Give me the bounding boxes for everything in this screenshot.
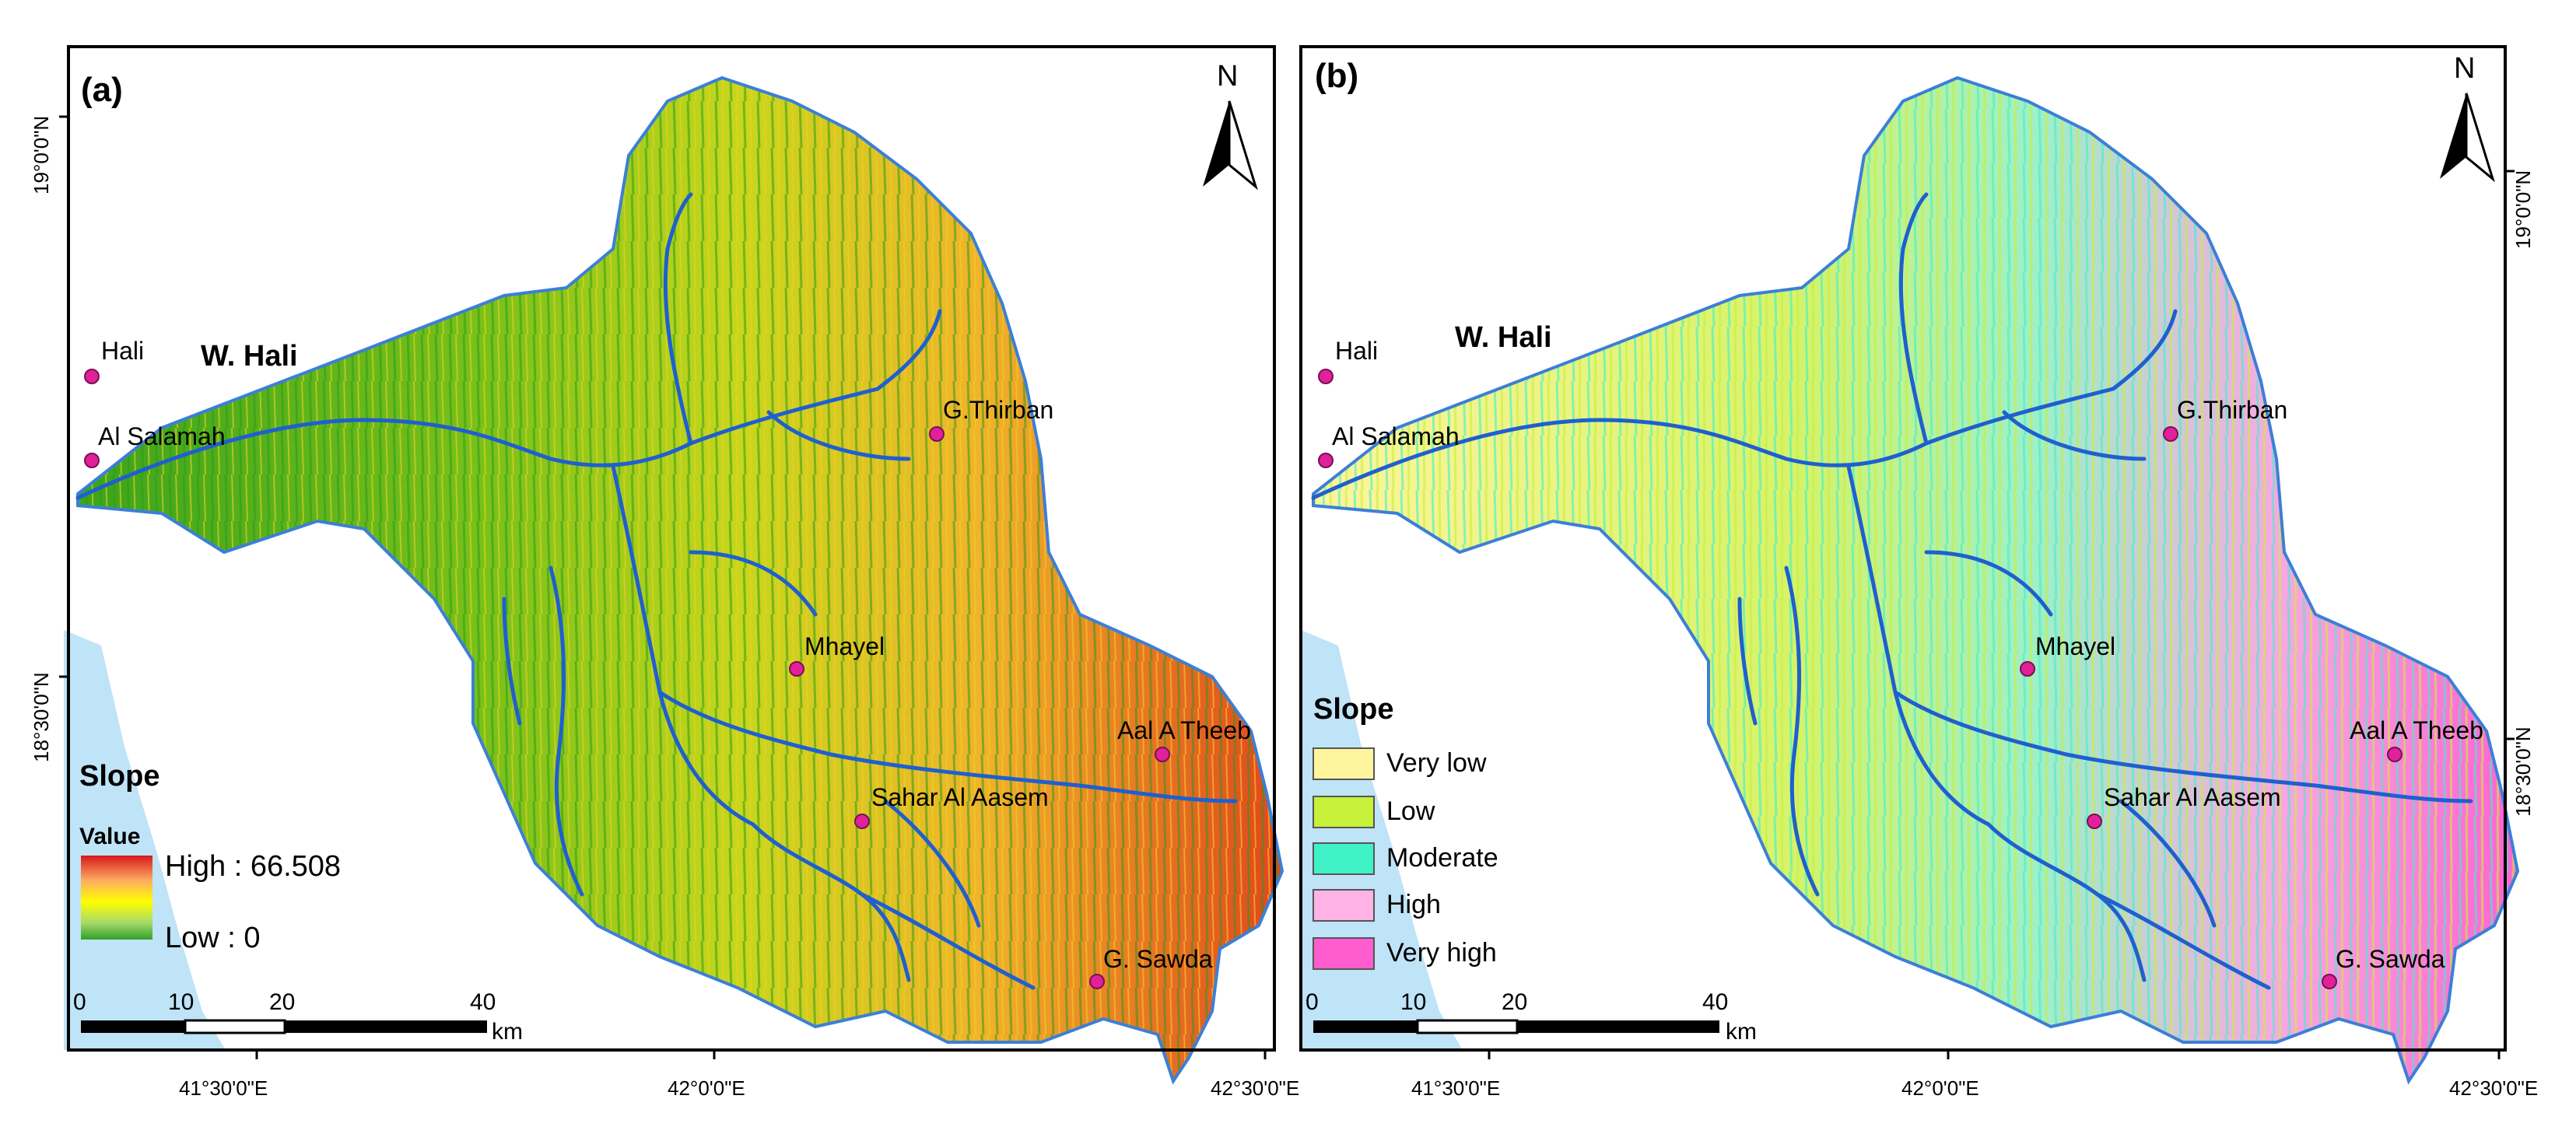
svg-text:10: 10 <box>1400 989 1426 1015</box>
svg-text:20: 20 <box>1502 989 1527 1015</box>
map-frame-b <box>1299 45 2507 1052</box>
place-label-aal-a-theeb: Aal A Theeb <box>1117 716 1251 744</box>
place-marker-g-thirban <box>2163 426 2178 442</box>
scale-bar-a: 0 10 20 40 km <box>73 989 523 1045</box>
scale-bar-b: 0 10 20 40 km <box>1306 989 1757 1045</box>
place-label-g-thirban: G.Thirban <box>943 396 1053 424</box>
north-arrow-icon: N <box>1203 60 1258 191</box>
svg-text:40: 40 <box>1702 989 1728 1015</box>
panel-label-b: (b) <box>1315 57 1358 95</box>
legend-class-moderate: Moderate <box>1386 843 1498 873</box>
panel-b: (b) N 19°0'0"N 18°30'0"N 41°30'0"E 42°0'… <box>1299 45 2538 1100</box>
svg-text:High : 66.508: High : 66.508 <box>165 850 341 883</box>
place-label-aal-a-theeb: Aal A Theeb <box>2350 716 2483 744</box>
place-marker-aal-a-theeb <box>2387 747 2403 762</box>
place-marker-mhayel <box>2020 661 2035 677</box>
place-label-g-sawda: G. Sawda <box>1103 945 1213 973</box>
svg-text:40: 40 <box>470 989 496 1015</box>
map-frame-a <box>67 45 1276 1052</box>
place-label-g-thirban: G.Thirban <box>2177 396 2287 424</box>
lon-label-4200: 42°0'0"E <box>668 1076 745 1100</box>
svg-text:20: 20 <box>269 989 295 1015</box>
legend-class-very-low: Very low <box>1386 748 1487 778</box>
place-label-al-salamah: Al Salamah <box>98 422 226 450</box>
wadi-label-a: W. Hali <box>201 340 298 373</box>
svg-text:Slope: Slope <box>79 760 159 793</box>
place-label-g-sawda: G. Sawda <box>2336 945 2445 973</box>
place-marker-hali <box>84 369 100 384</box>
lon-label-4230: 42°30'0"E <box>1211 1076 1299 1100</box>
place-marker-al-salamah <box>84 453 100 468</box>
lat-label-1830-right: 18°30'0"N <box>2511 726 2535 817</box>
legend-swatch <box>1313 796 1375 828</box>
sea-area <box>64 630 226 1050</box>
place-marker-al-salamah <box>1318 453 1334 468</box>
svg-text:km: km <box>1726 1019 1757 1045</box>
place-marker-hali <box>1318 369 1334 384</box>
place-label-sahar: Sahar Al Aasem <box>871 783 1049 811</box>
place-label-mhayel: Mhayel <box>804 632 885 660</box>
lat-label-19: 19°0'0"N <box>30 116 53 194</box>
legend-swatch <box>1313 937 1375 970</box>
svg-text:Value: Value <box>79 824 140 849</box>
lon-label-4200: 42°0'0"E <box>1901 1076 1979 1100</box>
place-marker-sahar <box>854 814 870 829</box>
panel-label-a: (a) <box>81 71 123 109</box>
place-label-al-salamah: Al Salamah <box>1332 422 1460 450</box>
svg-text:Low : 0: Low : 0 <box>165 922 261 954</box>
place-label-hali: Hali <box>1335 337 1378 365</box>
place-label-sahar: Sahar Al Aasem <box>2104 783 2281 811</box>
svg-text:0: 0 <box>73 989 86 1015</box>
svg-text:N: N <box>1217 60 1238 93</box>
lon-label-4130: 41°30'0"E <box>1411 1076 1500 1100</box>
lon-label-4230: 42°30'0"E <box>2449 1076 2538 1100</box>
svg-text:N: N <box>2454 52 2475 85</box>
wadi-label-b: W. Hali <box>1455 321 1552 354</box>
north-arrow-icon: N <box>2440 52 2495 183</box>
legend-swatch <box>1313 842 1375 875</box>
legend-a: Slope Value High : 66.508 Low : 0 <box>79 760 341 954</box>
legend-swatch <box>1313 747 1375 780</box>
legend-class-very-high: Very high <box>1386 938 1497 968</box>
legend-b: Slope Very low Low Moderate High Very hi… <box>1313 693 1498 970</box>
place-marker-sahar <box>2087 814 2102 829</box>
legend-class-high: High <box>1386 890 1441 919</box>
legend-ramp-a <box>81 856 152 940</box>
svg-text:0: 0 <box>1306 989 1319 1015</box>
place-label-hali: Hali <box>101 337 144 365</box>
lat-label-1830: 18°30'0"N <box>30 672 53 762</box>
place-marker-g-sawda <box>2322 974 2337 989</box>
place-marker-aal-a-theeb <box>1155 747 1170 762</box>
place-marker-g-thirban <box>929 426 945 442</box>
place-label-mhayel: Mhayel <box>2035 632 2115 660</box>
svg-text:km: km <box>492 1019 523 1045</box>
svg-text:Slope: Slope <box>1313 693 1393 726</box>
legend-class-low: Low <box>1386 796 1435 826</box>
lon-label-4130: 41°30'0"E <box>179 1076 268 1100</box>
svg-text:10: 10 <box>168 989 194 1015</box>
panel-a: (a) N 19°0'0"N 18°30'0"N 41°30'0"E 42°0'… <box>30 45 1299 1100</box>
lat-label-19-right: 19°0'0"N <box>2511 170 2535 249</box>
legend-swatch <box>1313 889 1375 922</box>
place-marker-g-sawda <box>1089 974 1105 989</box>
place-marker-mhayel <box>789 661 804 677</box>
